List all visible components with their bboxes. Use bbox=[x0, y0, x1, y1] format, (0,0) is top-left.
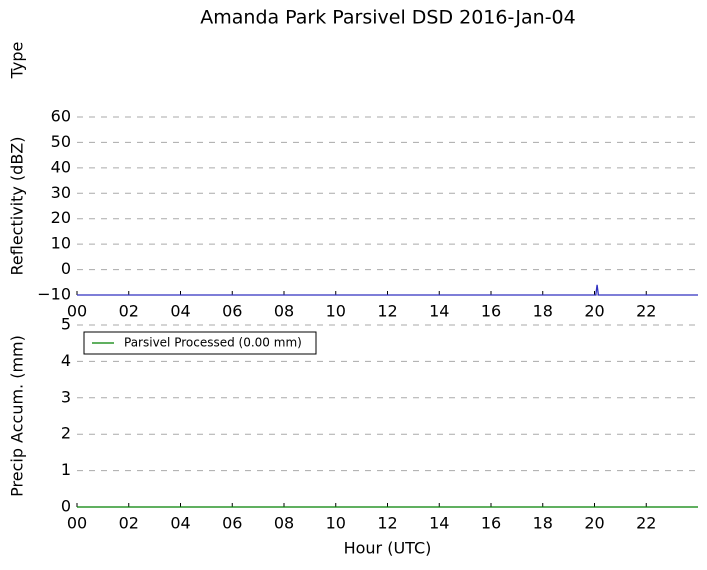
data-line bbox=[77, 284, 698, 296]
x-tick-label: 12 bbox=[377, 514, 397, 533]
x-tick-label: 04 bbox=[170, 302, 190, 321]
x-tick-label: 12 bbox=[377, 302, 397, 321]
x-tick-label: 08 bbox=[274, 514, 294, 533]
y-tick-label: 0 bbox=[61, 497, 71, 516]
y-tick-label: 0 bbox=[61, 259, 71, 278]
x-tick-label: 14 bbox=[429, 302, 449, 321]
x-tick-label: 00 bbox=[67, 302, 87, 321]
y-tick-label: 3 bbox=[61, 387, 71, 406]
x-tick-label: 18 bbox=[533, 302, 553, 321]
x-tick-label: 16 bbox=[481, 514, 501, 533]
y-axis-label: Reflectivity (dBZ) bbox=[8, 137, 27, 276]
y-axis-label: Precip Accum. (mm) bbox=[8, 335, 27, 497]
y-tick-label: 30 bbox=[51, 183, 71, 202]
x-tick-label: 02 bbox=[119, 514, 139, 533]
chart-title: Amanda Park Parsivel DSD 2016-Jan-04 bbox=[200, 7, 575, 29]
x-tick-label: 22 bbox=[636, 302, 656, 321]
y-axis-label: Type bbox=[8, 42, 27, 80]
y-tick-label: 60 bbox=[51, 107, 71, 126]
y-tick-label: 50 bbox=[51, 132, 71, 151]
y-tick-label: 40 bbox=[51, 157, 71, 176]
x-tick-label: 02 bbox=[119, 302, 139, 321]
x-axis-label: Hour (UTC) bbox=[344, 539, 432, 558]
x-tick-label: 10 bbox=[326, 302, 346, 321]
x-tick-label: 00 bbox=[67, 514, 87, 533]
x-tick-label: 06 bbox=[222, 514, 242, 533]
x-tick-label: 16 bbox=[481, 302, 501, 321]
x-tick-label: 04 bbox=[170, 514, 190, 533]
y-tick-label: −10 bbox=[37, 285, 71, 304]
x-tick-label: 08 bbox=[274, 302, 294, 321]
x-tick-label: 18 bbox=[533, 514, 553, 533]
y-tick-label: 20 bbox=[51, 208, 71, 227]
x-tick-label: 20 bbox=[584, 302, 604, 321]
x-tick-label: 22 bbox=[636, 514, 656, 533]
legend-box bbox=[83, 331, 317, 355]
legend-label: Parsivel Processed (0.00 mm) bbox=[124, 336, 302, 350]
y-tick-label: 10 bbox=[51, 234, 71, 253]
y-tick-label: 4 bbox=[61, 351, 71, 370]
x-tick-label: 20 bbox=[584, 514, 604, 533]
y-tick-label: 5 bbox=[61, 315, 71, 334]
x-tick-label: 10 bbox=[326, 514, 346, 533]
y-tick-label: 2 bbox=[61, 424, 71, 443]
x-tick-label: 06 bbox=[222, 302, 242, 321]
y-tick-label: 1 bbox=[61, 460, 71, 479]
x-tick-label: 14 bbox=[429, 514, 449, 533]
